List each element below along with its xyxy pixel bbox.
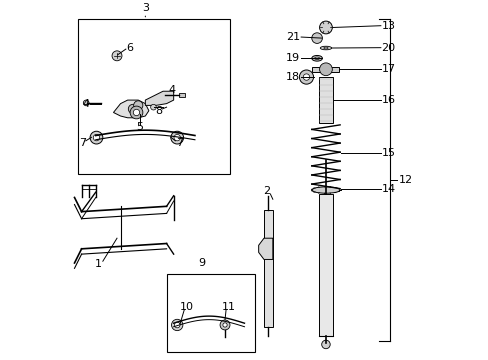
Circle shape [311, 33, 322, 44]
Text: 4: 4 [168, 85, 175, 95]
FancyBboxPatch shape [312, 67, 339, 72]
Circle shape [170, 131, 183, 144]
Ellipse shape [323, 47, 327, 49]
FancyBboxPatch shape [318, 194, 332, 336]
Circle shape [83, 100, 89, 106]
Circle shape [174, 322, 180, 328]
Circle shape [133, 109, 140, 116]
Polygon shape [258, 238, 272, 260]
Circle shape [128, 104, 137, 113]
Circle shape [90, 131, 102, 144]
Text: 10: 10 [180, 302, 194, 312]
Ellipse shape [314, 57, 319, 59]
FancyBboxPatch shape [179, 93, 184, 97]
Circle shape [303, 74, 309, 80]
Circle shape [150, 104, 156, 110]
Text: 15: 15 [381, 148, 395, 158]
FancyBboxPatch shape [318, 77, 332, 123]
Text: 2: 2 [263, 186, 270, 196]
Circle shape [223, 323, 227, 327]
Text: 18: 18 [286, 72, 300, 82]
Text: 7: 7 [79, 138, 86, 148]
Circle shape [133, 101, 142, 110]
Polygon shape [145, 91, 173, 105]
Circle shape [112, 51, 122, 61]
FancyBboxPatch shape [166, 274, 255, 351]
Text: 3: 3 [142, 3, 148, 13]
FancyBboxPatch shape [264, 210, 272, 327]
Text: 13: 13 [381, 21, 395, 31]
Circle shape [174, 134, 180, 141]
Text: 12: 12 [398, 175, 412, 185]
Text: 9: 9 [198, 258, 205, 268]
Circle shape [319, 21, 332, 34]
Text: 16: 16 [381, 95, 395, 105]
Ellipse shape [311, 55, 322, 61]
Text: 1: 1 [95, 259, 102, 269]
Text: 19: 19 [286, 53, 300, 63]
Text: 8: 8 [155, 106, 162, 116]
Text: 20: 20 [381, 43, 395, 53]
Circle shape [299, 70, 313, 84]
Polygon shape [113, 100, 148, 118]
Ellipse shape [320, 46, 331, 50]
Circle shape [220, 320, 229, 330]
Ellipse shape [311, 187, 340, 193]
Text: 6: 6 [125, 43, 133, 53]
Text: 5: 5 [136, 122, 143, 132]
FancyBboxPatch shape [78, 19, 230, 175]
Text: 4: 4 [82, 99, 89, 109]
Circle shape [93, 134, 100, 141]
Circle shape [321, 340, 329, 349]
Text: 17: 17 [381, 64, 395, 74]
Text: 7: 7 [176, 138, 183, 148]
Circle shape [130, 106, 142, 119]
Circle shape [319, 63, 332, 76]
Text: 11: 11 [221, 302, 235, 312]
Text: 14: 14 [381, 184, 395, 194]
Circle shape [171, 319, 183, 330]
Text: 21: 21 [286, 32, 300, 42]
